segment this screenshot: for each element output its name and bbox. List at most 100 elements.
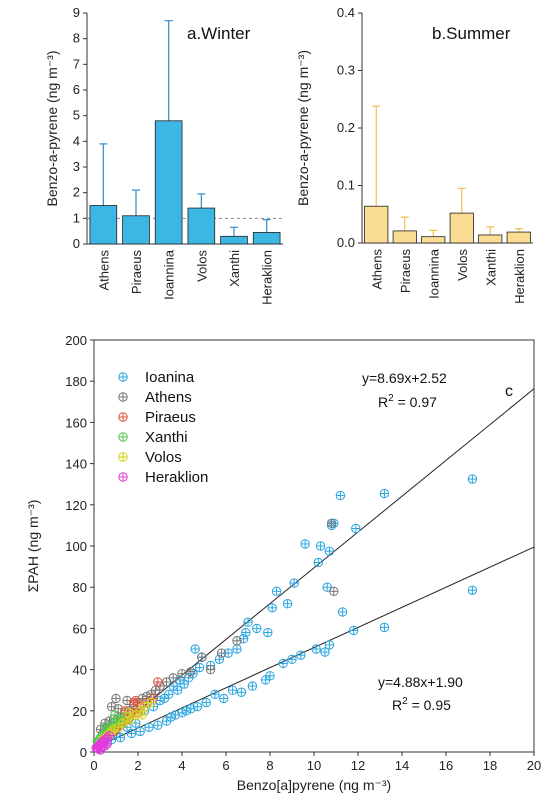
panel-title: b.Summer bbox=[432, 24, 511, 43]
bar bbox=[449, 212, 474, 244]
data-point bbox=[124, 708, 134, 718]
data-point bbox=[131, 695, 141, 706]
x-category-label: Piraeus bbox=[129, 250, 144, 295]
data-point bbox=[322, 582, 332, 592]
y-tick-label: 8 bbox=[73, 31, 80, 46]
y-axis-label: Benzo-a-pyrene (ng m⁻³) bbox=[295, 50, 311, 206]
y-tick-label: 160 bbox=[65, 415, 87, 430]
y-tick-label: 3 bbox=[73, 159, 80, 174]
data-point bbox=[236, 687, 247, 697]
data-point bbox=[192, 701, 203, 712]
data-point bbox=[271, 586, 282, 597]
data-point bbox=[110, 710, 120, 720]
scatter-chart: 0 2 4 6 8 10 12 14 16 18 2002040608010012014016018… bbox=[25, 333, 541, 793]
y-tick-label: 9 bbox=[73, 5, 80, 20]
data-point bbox=[161, 716, 172, 726]
data-point bbox=[135, 726, 145, 737]
x-category-label: Heraklion bbox=[512, 249, 527, 304]
data-point bbox=[243, 617, 253, 627]
data-point bbox=[227, 685, 238, 695]
data-point bbox=[278, 658, 288, 669]
data-point bbox=[320, 647, 330, 657]
x-category-label: Piraeus bbox=[398, 249, 413, 294]
data-point bbox=[146, 697, 156, 708]
x-tick-label: 16 bbox=[439, 758, 453, 773]
x-tick-label: 0 bbox=[90, 758, 97, 773]
data-point bbox=[186, 666, 196, 677]
fit-line bbox=[93, 388, 535, 748]
data-point bbox=[111, 693, 121, 704]
data-point bbox=[329, 586, 339, 597]
y-tick-label: 2 bbox=[73, 185, 80, 200]
x-tick-label: 8 bbox=[266, 758, 273, 773]
legend-label: Ioanina bbox=[145, 369, 195, 386]
x-tick-label: 6 bbox=[222, 758, 229, 773]
y-tick-label: 0.0 bbox=[337, 235, 355, 250]
y-tick-label: 0.1 bbox=[337, 178, 355, 193]
bar bbox=[154, 120, 183, 245]
bar bbox=[252, 232, 281, 245]
bar bbox=[220, 235, 248, 245]
data-point bbox=[241, 627, 251, 638]
data-point bbox=[128, 697, 139, 708]
legend-label: Athens bbox=[145, 389, 192, 406]
y-tick-label: 0.2 bbox=[337, 120, 355, 135]
legend-item: Xanthi bbox=[118, 429, 188, 446]
data-point bbox=[183, 673, 194, 683]
data-point bbox=[289, 578, 299, 588]
data-point bbox=[98, 742, 108, 752]
data-point bbox=[379, 488, 390, 499]
fit-line bbox=[93, 546, 535, 749]
legend-item: Heraklion bbox=[118, 469, 208, 486]
legend-label: Xanthi bbox=[145, 429, 188, 446]
data-point bbox=[153, 720, 163, 730]
y-tick-label: 100 bbox=[65, 539, 87, 554]
legend-label: Volos bbox=[145, 449, 182, 466]
data-point bbox=[153, 677, 163, 687]
x-tick-label: 14 bbox=[395, 758, 409, 773]
y-tick-label: 0 bbox=[73, 236, 80, 251]
x-category-label: Volos bbox=[455, 249, 470, 281]
y-tick-label: 140 bbox=[65, 457, 87, 472]
fit-equation: y=8.69x+2.52 bbox=[362, 370, 447, 386]
y-tick-label: 120 bbox=[65, 498, 87, 513]
data-point bbox=[311, 644, 321, 654]
data-point bbox=[348, 625, 359, 636]
data-point bbox=[324, 546, 335, 556]
y-tick-label: 4 bbox=[73, 133, 80, 148]
x-tick-label: 20 bbox=[527, 758, 541, 773]
legend-label: Piraeus bbox=[145, 409, 196, 426]
data-point bbox=[205, 664, 216, 675]
data-point bbox=[267, 603, 277, 613]
data-point bbox=[201, 697, 211, 708]
y-tick-label: 200 bbox=[65, 333, 87, 348]
y-tick-label: 80 bbox=[73, 580, 87, 595]
legend-item: Athens bbox=[118, 389, 192, 406]
x-category-label: Athens bbox=[369, 249, 384, 290]
data-point bbox=[300, 539, 310, 549]
x-tick-label: 4 bbox=[178, 758, 185, 773]
data-point bbox=[232, 644, 242, 654]
fit-equation: y=4.88x+1.90 bbox=[378, 674, 463, 690]
y-tick-label: 5 bbox=[73, 108, 80, 123]
data-point bbox=[177, 669, 187, 679]
bar bbox=[89, 205, 118, 245]
data-point bbox=[337, 607, 348, 617]
r-squared-label: R2 = 0.97 bbox=[378, 393, 437, 410]
x-tick-label: 2 bbox=[134, 758, 141, 773]
data-point bbox=[197, 652, 207, 662]
data-point bbox=[216, 648, 227, 658]
data-point bbox=[260, 675, 271, 685]
data-point bbox=[467, 474, 478, 484]
legend-item: Volos bbox=[118, 449, 182, 466]
legend-item: Piraeus bbox=[118, 409, 196, 426]
y-tick-label: 0 bbox=[80, 745, 87, 760]
data-point bbox=[168, 673, 178, 683]
x-tick-label: 10 bbox=[307, 758, 321, 773]
bar bbox=[187, 207, 216, 245]
data-point bbox=[194, 662, 205, 673]
x-category-label: Ioannina bbox=[162, 249, 177, 300]
x-category-label: Ioannina bbox=[426, 248, 441, 299]
y-tick-label: 0.4 bbox=[337, 5, 355, 20]
